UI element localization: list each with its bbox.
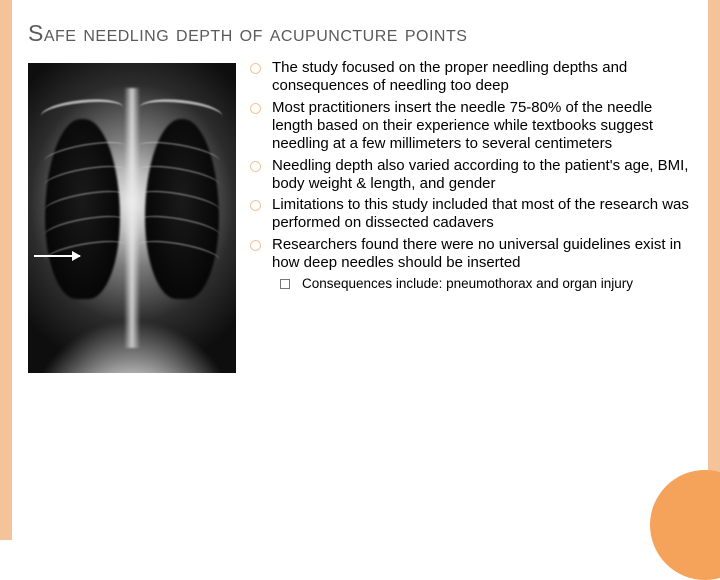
bullet-list: The study focused on the proper needling… [250,59,692,293]
slide-title: Safe needling depth of acupuncture point… [28,18,692,49]
slide-body: The study focused on the proper needling… [28,59,692,373]
xray-pointer-arrow [34,255,80,257]
list-item: Consequences include: pneumothorax and o… [296,276,692,292]
sub-bullet-text: Consequences include: pneumothorax and o… [302,276,633,291]
bullet-text: Most practitioners insert the needle 75-… [272,99,653,153]
bullet-text: Researchers found there were no universa… [272,236,681,271]
text-column: The study focused on the proper needling… [250,59,692,373]
list-item: Researchers found there were no universa… [266,236,692,293]
accent-stripe-left [0,0,12,540]
list-item: Needling depth also varied according to … [266,157,692,194]
sub-bullet-list: Consequences include: pneumothorax and o… [272,276,692,292]
bullet-text: Needling depth also varied according to … [272,157,688,192]
bullet-text: Limitations to this study included that … [272,196,689,231]
image-column [28,59,236,373]
list-item: Most practitioners insert the needle 75-… [266,99,692,154]
xray-clavicle-right [140,96,224,117]
list-item: The study focused on the proper needling… [266,59,692,96]
list-item: Limitations to this study included that … [266,196,692,233]
xray-clavicle-left [40,96,124,117]
slide-content: Safe needling depth of acupuncture point… [28,18,692,528]
chest-xray-image [28,63,236,373]
accent-stripe-right [708,0,720,540]
bullet-text: The study focused on the proper needling… [272,59,627,94]
